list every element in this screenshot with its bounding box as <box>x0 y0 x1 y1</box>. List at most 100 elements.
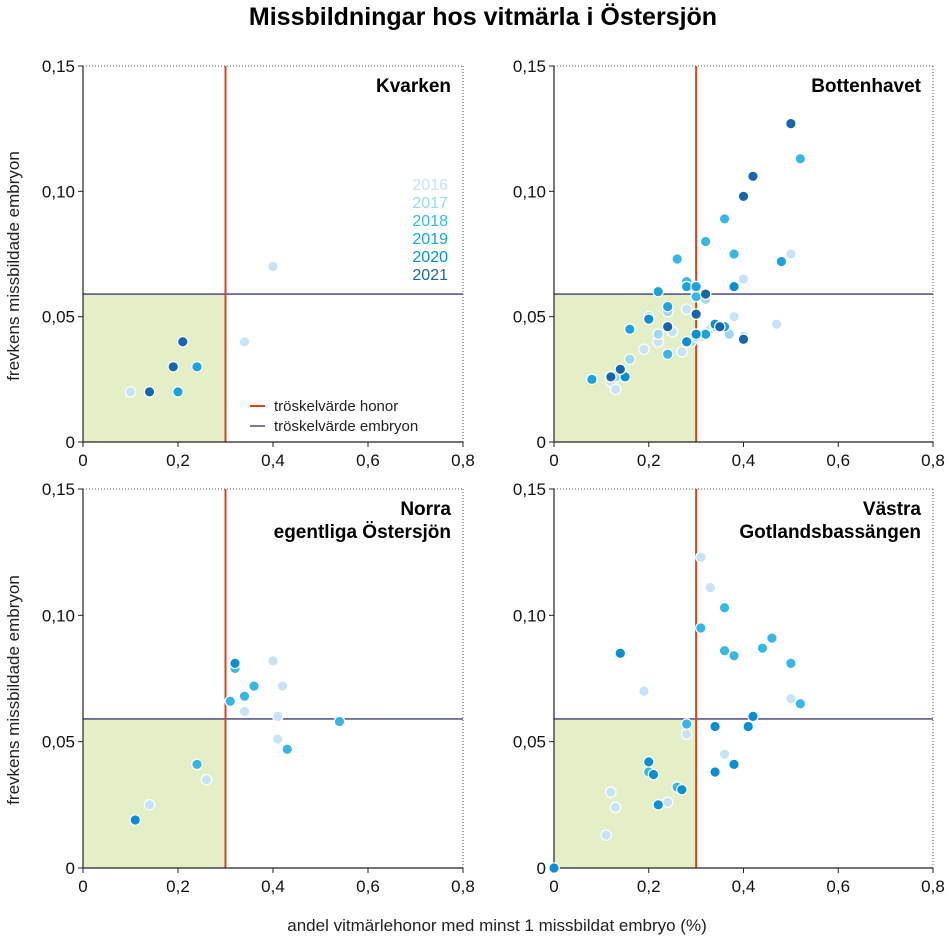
data-point-2020 <box>676 783 688 796</box>
y-tick-label: 0,05 <box>42 308 75 327</box>
y-tick-label: 0,15 <box>513 57 546 76</box>
data-point-2018 <box>718 601 731 614</box>
y-tick-label: 0 <box>66 859 75 878</box>
x-tick-label: 0,6 <box>356 877 380 896</box>
data-point-2021 <box>614 363 627 376</box>
data-point-2020 <box>680 335 693 348</box>
y-tick-label: 0,10 <box>513 606 546 625</box>
data-point-2019 <box>172 386 184 398</box>
data-point-2018 <box>728 248 740 260</box>
year-legend-2021: 2021 <box>412 267 448 284</box>
data-point-2021 <box>167 360 180 373</box>
x-tick-label: 0,4 <box>261 451 285 470</box>
legend-embryon-label: tröskelvärde embryon <box>274 418 418 435</box>
x-axis-label: andel vitmärlehonor med minst 1 missbild… <box>287 916 707 935</box>
data-point-2021 <box>661 320 674 333</box>
year-legend-2016: 2016 <box>412 177 448 194</box>
data-point-2016 <box>143 799 156 811</box>
data-point-2018 <box>766 632 778 644</box>
data-point-2018 <box>680 718 693 730</box>
data-point-2019 <box>586 373 598 386</box>
x-tick-label: 0,2 <box>166 877 190 896</box>
data-point-2020 <box>742 720 755 733</box>
data-point-2016 <box>238 705 251 718</box>
year-legend-2017: 2017 <box>412 195 448 212</box>
safe-zone <box>83 294 226 442</box>
data-point-2016 <box>271 710 284 723</box>
y-axis-label-bottom: frevkens missbildade embryon <box>4 575 23 805</box>
safe-zone <box>554 718 697 868</box>
data-point-2016 <box>785 248 797 260</box>
data-point-2020 <box>642 313 655 325</box>
data-point-2019 <box>652 285 665 298</box>
y-tick-label: 0,05 <box>513 308 546 327</box>
data-point-2018 <box>785 657 797 670</box>
x-tick-label: 0,4 <box>732 877 756 896</box>
data-point-2021 <box>143 386 156 398</box>
data-point-2018 <box>756 642 769 654</box>
data-point-2020 <box>728 280 740 293</box>
data-point-2021 <box>785 117 797 130</box>
panel-4: 0 0,2 0,4 0,6 0,8 0 0,05 0,10 0,15 VästraGotlands… <box>513 480 945 896</box>
data-point-2020 <box>747 710 759 723</box>
data-point-2020 <box>728 758 740 771</box>
data-point-2016 <box>605 786 617 798</box>
data-point-2021 <box>699 288 712 300</box>
data-point-2016 <box>124 386 137 398</box>
data-point-2021 <box>737 333 750 346</box>
data-point-2020 <box>548 862 560 874</box>
data-point-2020 <box>614 647 627 660</box>
y-tick-label: 0,15 <box>513 480 546 499</box>
x-tick-label: 0,8 <box>451 877 475 896</box>
panel-1: 0 0,2 0,4 0,6 0,800,050,100,15Kvarken2016201… <box>42 57 475 470</box>
panel-2: 0 0,2 0,4 0,6 0,8 0 0,05 0,10 0,15 Bottenhavet <box>513 57 945 470</box>
y-axis-label-top: frevkens missbildade embryon <box>4 151 23 381</box>
data-point-2016 <box>609 801 622 814</box>
x-tick-label: 0,2 <box>637 877 661 896</box>
data-point-2020 <box>709 766 721 778</box>
data-point-2020 <box>229 657 241 670</box>
data-point-2016 <box>718 748 731 761</box>
year-legend-2020: 2020 <box>412 249 448 266</box>
data-point-2016 <box>695 551 707 564</box>
data-point-2016 <box>661 796 674 809</box>
data-point-2018 <box>794 697 807 710</box>
x-tick-label: 0 <box>549 451 558 470</box>
data-point-2016 <box>676 345 688 358</box>
data-point-2019 <box>623 323 636 335</box>
data-point-2016 <box>770 318 783 330</box>
data-point-2018 <box>718 644 731 657</box>
data-point-2016 <box>638 685 650 697</box>
x-tick-label: 0 <box>549 877 558 896</box>
data-point-2018 <box>224 695 237 708</box>
y-tick-label: 0 <box>66 433 75 452</box>
panel-title: Kvarken <box>376 76 451 97</box>
data-point-2019 <box>191 360 203 373</box>
data-point-2016 <box>238 335 251 348</box>
data-point-2016 <box>638 343 650 356</box>
panel-title: Bottenhavet <box>811 76 921 97</box>
x-tick-label: 0,6 <box>826 451 850 470</box>
panel-title: Gotlandsbassängen <box>739 522 921 543</box>
data-point-2020 <box>642 756 655 768</box>
data-point-2019 <box>699 328 712 341</box>
data-point-2016 <box>200 773 213 786</box>
safe-zone <box>83 718 226 868</box>
panel-3: 0 0,2 0,4 0,6 0,8 0 0,05 0,10 0,15 Norraegentliga… <box>42 480 475 896</box>
data-point-2016 <box>276 680 289 692</box>
year-legend-2019: 2019 <box>412 231 448 248</box>
y-tick-label: 0,15 <box>42 480 75 499</box>
data-point-2018 <box>248 680 260 692</box>
data-point-2020 <box>129 814 142 826</box>
legend-honor-label: tröskelvärde honor <box>274 398 398 415</box>
data-point-2018 <box>671 253 683 265</box>
data-point-2018 <box>333 715 346 728</box>
data-point-2018 <box>661 348 674 361</box>
y-tick-label: 0,15 <box>42 57 75 76</box>
data-point-2016 <box>609 383 622 396</box>
x-tick-label: 0,4 <box>261 877 285 896</box>
data-point-2016 <box>704 581 717 594</box>
x-tick-label: 0,8 <box>451 451 475 470</box>
data-point-2016 <box>680 303 693 315</box>
